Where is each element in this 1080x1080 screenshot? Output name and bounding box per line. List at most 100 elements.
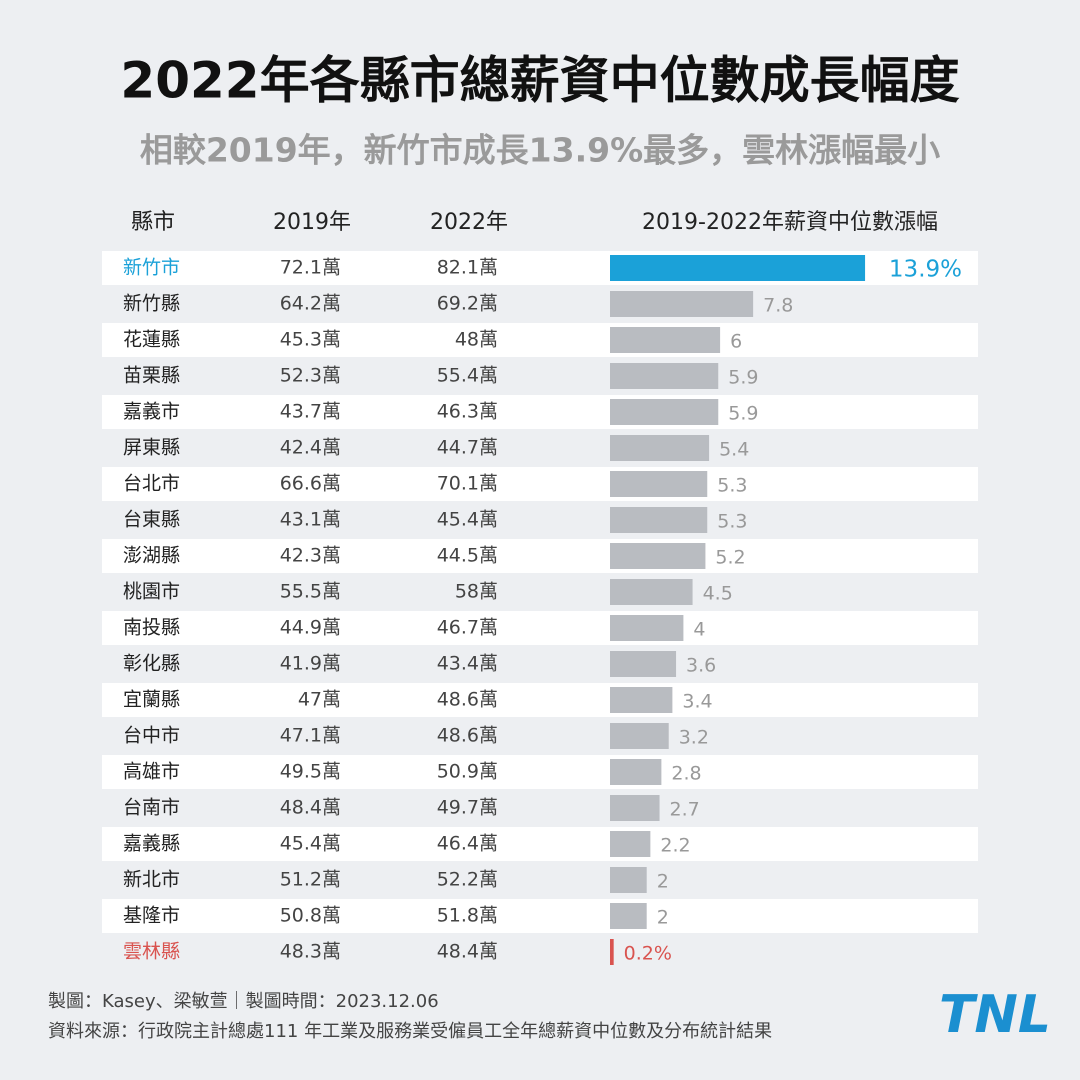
value-label: 4 [693,619,705,641]
category-label: 台東縣 [123,509,180,531]
bar [610,903,647,929]
chart-title: 2022年各縣市總薪資中位數成長幅度 [120,52,959,110]
bar [610,579,693,605]
category-label: 台南市 [123,797,180,819]
wage-2019: 42.3萬 [280,545,341,567]
bar [610,327,721,353]
wage-2022: 55.4萬 [437,365,498,387]
row-background [102,827,978,861]
row-background [102,395,978,429]
value-label: 2 [657,907,669,929]
wage-2022: 70.1萬 [437,473,498,495]
category-label: 澎湖縣 [123,545,180,567]
category-label: 花蓮縣 [123,329,180,351]
value-label: 5.3 [717,511,747,533]
value-label: 3.2 [679,727,709,749]
bar [610,723,669,749]
row-background [102,683,978,717]
category-label: 南投縣 [123,617,180,639]
wage-2019: 49.5萬 [280,761,341,783]
bar [610,363,719,389]
wage-2019: 64.2萬 [280,293,341,315]
wage-2019: 55.5萬 [280,581,341,603]
bar [610,651,677,677]
wage-2019: 43.7萬 [280,401,341,423]
category-label: 新北市 [123,869,180,891]
row-background [102,539,978,573]
wage-2022: 69.2萬 [437,293,498,315]
wage-2022: 58萬 [455,581,498,603]
value-label: 2.2 [660,835,690,857]
chart-subtitle: 相較2019年，新竹市成長13.9%最多，雲林漲幅最小 [140,131,940,170]
bar [610,867,647,893]
wage-2022: 51.8萬 [437,905,498,927]
wage-2022: 48.6萬 [437,689,498,711]
value-label: 5.3 [717,475,747,497]
category-label: 高雄市 [123,761,180,783]
value-label: 2.8 [671,763,701,785]
bar [610,759,662,785]
wage-2019: 48.3萬 [280,941,341,963]
bar [610,399,719,425]
wage-2022: 82.1萬 [437,257,498,279]
category-label: 苗栗縣 [123,365,180,387]
category-label: 基隆市 [123,905,180,927]
category-label: 新竹市 [123,257,180,279]
wage-2019: 51.2萬 [280,869,341,891]
wage-2022: 44.7萬 [437,437,498,459]
category-label: 雲林縣 [123,941,180,963]
category-label: 宜蘭縣 [123,689,180,711]
wage-2019: 66.6萬 [280,473,341,495]
row-background [102,323,978,357]
bar [610,687,673,713]
wage-2019: 45.3萬 [280,329,341,351]
wage-2019: 47萬 [298,689,341,711]
column-header: 縣市 [131,210,175,235]
value-label: 5.9 [728,367,758,389]
row-background [102,467,978,501]
wage-2022: 46.4萬 [437,833,498,855]
value-label: 3.4 [682,691,712,713]
logo: TNL [939,985,1051,1045]
wage-2019: 52.3萬 [280,365,341,387]
category-label: 嘉義縣 [123,833,180,855]
bar [610,939,614,965]
value-label: 2 [657,871,669,893]
source: 資料來源：行政院主計總處111 年工業及服務業受僱員工全年總薪資中位數及分布統計… [48,1021,772,1042]
wage-2019: 44.9萬 [280,617,341,639]
wage-2022: 48.4萬 [437,941,498,963]
row-background [102,755,978,789]
row-background [102,899,978,933]
wage-2022: 48.6萬 [437,725,498,747]
wage-2019: 41.9萬 [280,653,341,675]
row-background [102,611,978,645]
bar [610,615,684,641]
value-label: 4.5 [703,583,733,605]
wage-2022: 45.4萬 [437,509,498,531]
column-header: 2019年 [273,210,351,235]
category-label: 桃園市 [123,581,180,603]
wage-2022: 43.4萬 [437,653,498,675]
wage-2019: 45.4萬 [280,833,341,855]
wage-2022: 50.9萬 [437,761,498,783]
wage-2022: 44.5萬 [437,545,498,567]
value-label: 13.9% [889,257,962,283]
value-label: 5.2 [715,547,745,569]
wage-2022: 52.2萬 [437,869,498,891]
value-label: 5.9 [728,403,758,425]
category-label: 嘉義市 [123,401,180,423]
bar [610,471,708,497]
wage-2022: 49.7萬 [437,797,498,819]
category-label: 新竹縣 [123,293,180,315]
bar [610,255,866,281]
value-label: 0.2% [624,943,672,965]
bar [610,507,708,533]
wage-2019: 50.8萬 [280,905,341,927]
bar [610,795,660,821]
bar [610,435,710,461]
bar [610,291,754,317]
wage-2019: 42.4萬 [280,437,341,459]
value-label: 7.8 [763,295,793,317]
wage-2019: 47.1萬 [280,725,341,747]
